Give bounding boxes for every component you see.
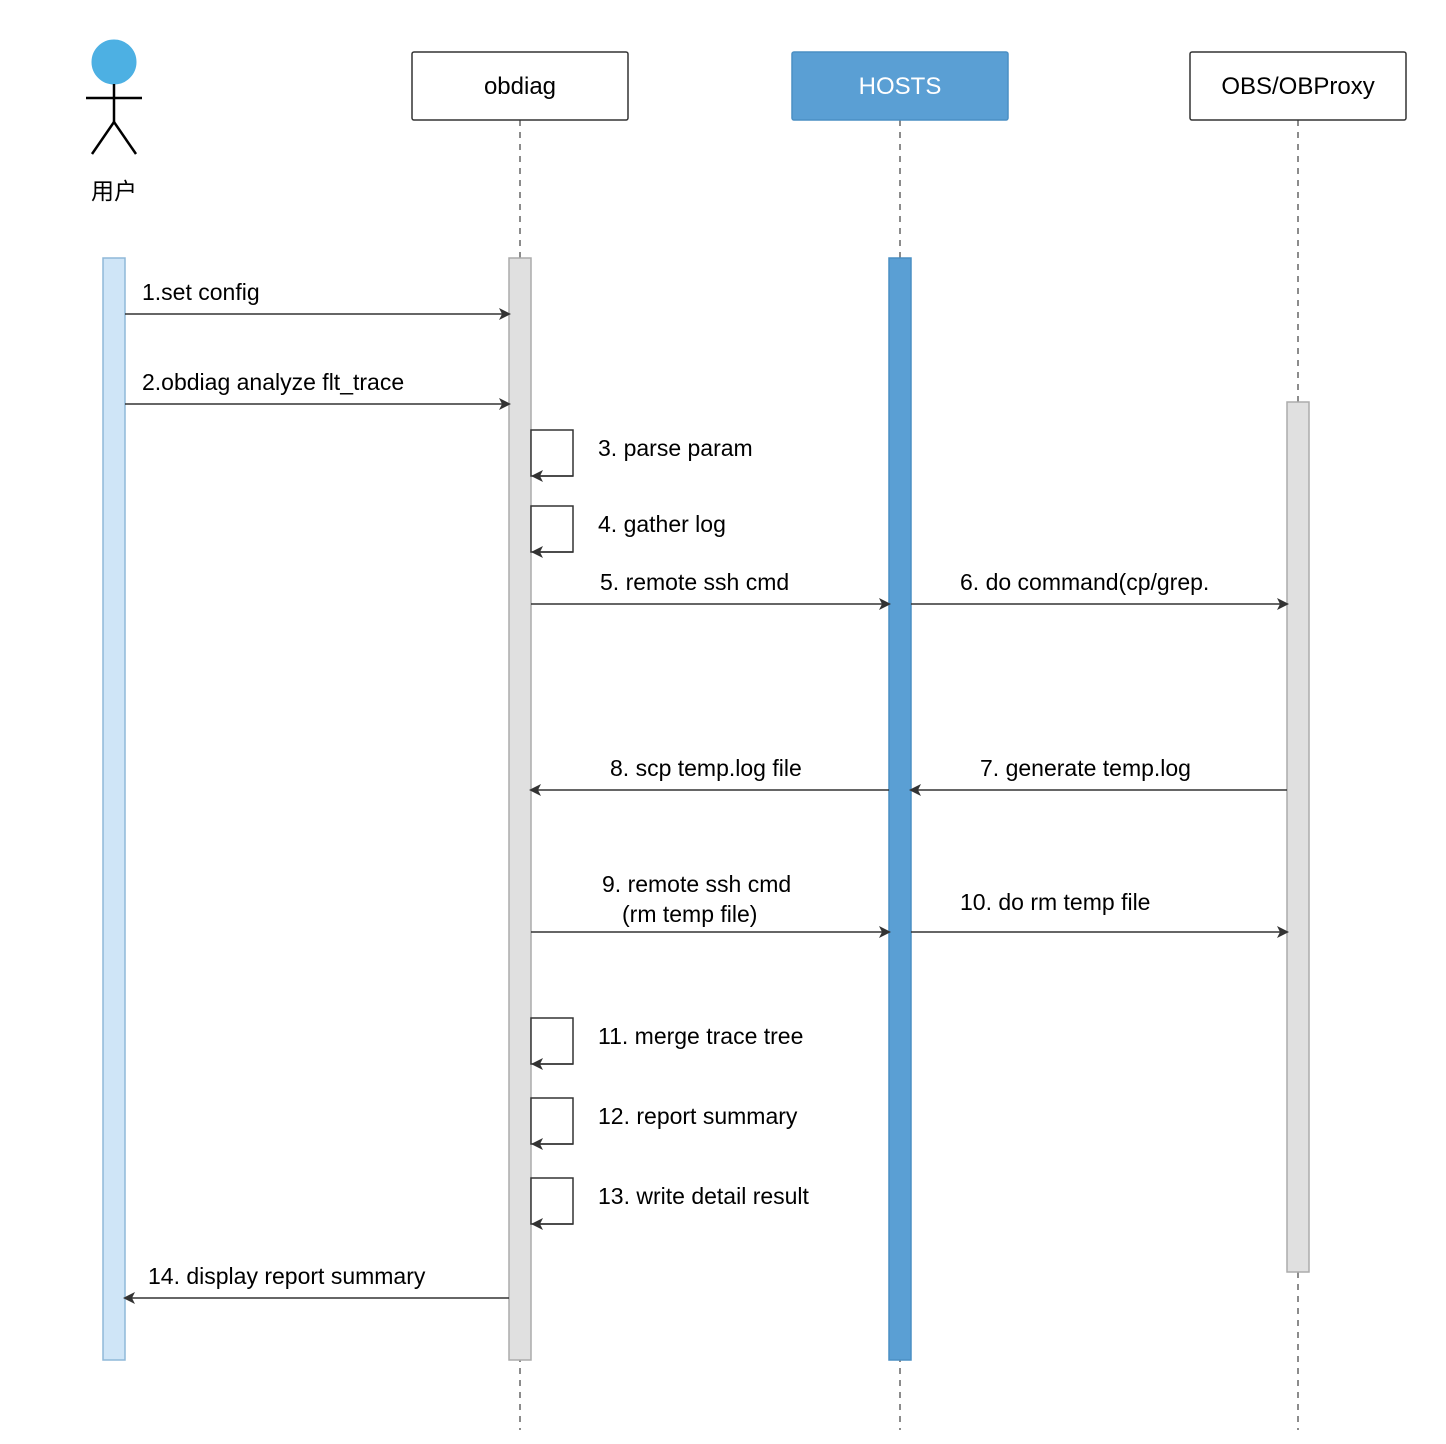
message-label-14: 14. display report summary: [148, 1263, 426, 1289]
self-call-label-12: 12. report summary: [598, 1103, 798, 1129]
self-call-label-3: 3. parse param: [598, 435, 753, 461]
message-label-10: 10. do rm temp file: [960, 889, 1150, 915]
activation-user: [103, 258, 125, 1360]
participant-label-obdiag: obdiag: [484, 73, 556, 100]
actor-head-icon: [92, 40, 136, 84]
self-call-box-3: [531, 430, 573, 476]
message-label-2: 2.obdiag analyze flt_trace: [142, 369, 404, 395]
self-call-label-4: 4. gather log: [598, 511, 726, 537]
participant-label-hosts: HOSTS: [859, 73, 942, 100]
message-label-6: 6. do command(cp/grep.: [960, 569, 1209, 595]
self-call-box-12: [531, 1098, 573, 1144]
self-call-box-4: [531, 506, 573, 552]
message-label-7: 7. generate temp.log: [980, 755, 1191, 781]
message-label-9: 9. remote ssh cmd: [602, 871, 791, 897]
activation-hosts: [889, 258, 911, 1360]
self-call-box-11: [531, 1018, 573, 1064]
self-call-box-13: [531, 1178, 573, 1224]
actor-label: 用户: [91, 178, 137, 204]
participant-label-obs: OBS/OBProxy: [1221, 73, 1374, 100]
self-call-label-11: 11. merge trace tree: [598, 1023, 803, 1049]
activation-obdiag: [509, 258, 531, 1360]
message-label2-9: (rm temp file): [622, 901, 757, 927]
self-call-label-13: 13. write detail result: [598, 1183, 810, 1209]
message-label-5: 5. remote ssh cmd: [600, 569, 789, 595]
message-label-1: 1.set config: [142, 279, 260, 305]
message-label-8: 8. scp temp.log file: [610, 755, 802, 781]
sequence-diagram: 用户 obdiag HOSTS OBS/OBProxy 1.set config 2.ob…: [0, 0, 1446, 1444]
activation-obs: [1287, 402, 1309, 1272]
